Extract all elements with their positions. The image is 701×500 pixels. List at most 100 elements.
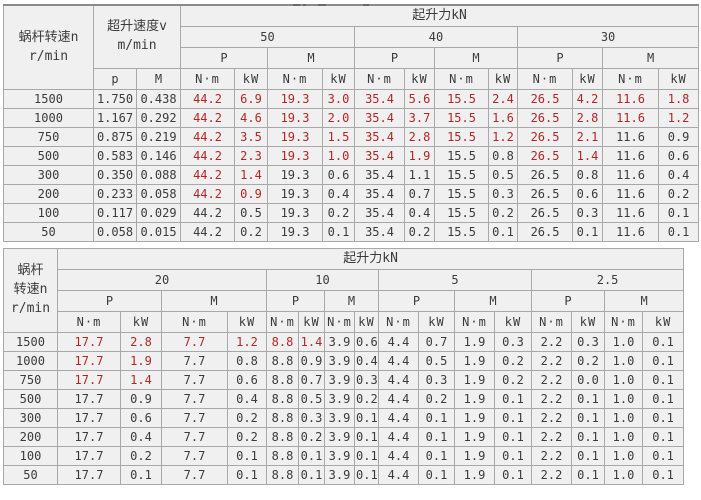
value-cell: 17.7 (57, 465, 121, 485)
value-cell: 15.5 (434, 203, 490, 223)
value-cell: 0.2 (227, 427, 267, 447)
pm-header: P (517, 47, 604, 69)
speed-value-cell: 0.015 (135, 222, 182, 242)
value-cell: 11.6 (602, 222, 660, 242)
value-cell: 35.4 (354, 127, 406, 147)
unit-header: N·m (180, 68, 236, 90)
load-header-30: 30 (517, 26, 700, 48)
value-cell: 2.1 (572, 127, 604, 147)
value-cell: 0.4 (227, 389, 267, 409)
value-cell: 0.4 (120, 427, 162, 447)
speed-value-cell: 1.167 (93, 108, 137, 128)
value-cell: 15.5 (434, 146, 490, 166)
value-cell: 8.8 (266, 389, 299, 409)
header-row: 蜗杆转速n r/min 超升速度v m/min 起升力kN (3, 4, 700, 90)
speed-value-cell: 0.350 (93, 165, 137, 185)
value-cell: 0.3 (494, 332, 532, 352)
value-cell: 4.4 (378, 465, 419, 485)
speed-value-cell: 0.058 (93, 222, 137, 242)
lifting-force-header: 起升力kN (56, 248, 685, 270)
value-cell: 1.9 (454, 332, 495, 352)
value-cell: 1.0 (604, 351, 643, 371)
value-cell: 11.6 (602, 127, 660, 147)
value-cell: 1.9 (454, 427, 495, 447)
value-cell: 19.3 (267, 127, 324, 147)
header-row: N·m kW N·m kW N·m kW N·m kW N·m kW N·m k… (4, 311, 685, 333)
value-cell: 1.4 (298, 332, 325, 352)
value-cell: 17.7 (57, 427, 121, 447)
value-cell: 0.2 (234, 222, 269, 242)
value-cell: 0.2 (227, 408, 267, 428)
unit-header: kW (488, 68, 519, 90)
value-cell: 11.6 (602, 146, 660, 166)
value-cell: 17.7 (57, 370, 121, 390)
value-cell: 0.2 (322, 203, 356, 223)
value-cell: 4.2 (572, 89, 604, 109)
table-row: 1500 1.750 0.438 44.2 6.9 19.3 3.0 35.4 5.6 15.5 2… (3, 89, 700, 109)
value-cell: 19.3 (267, 146, 324, 166)
unit-header: N·m (161, 311, 228, 333)
value-cell: 0.9 (298, 351, 325, 371)
value-cell: 26.5 (517, 203, 574, 223)
value-cell: 2.2 (531, 446, 572, 466)
unit-header: kW (658, 68, 700, 90)
row-speed-label: 1000 (3, 351, 58, 371)
unit-header: kW (234, 68, 269, 90)
value-cell: 19.3 (267, 203, 324, 223)
value-cell: 0.7 (404, 184, 436, 204)
value-cell: 26.5 (517, 146, 574, 166)
value-cell: 7.7 (161, 427, 228, 447)
value-cell: 1.4 (572, 146, 604, 166)
value-cell: 0.2 (494, 351, 532, 371)
row-speed-label: 300 (3, 165, 94, 185)
pm-header: M (603, 290, 685, 312)
value-cell: 8.8 (266, 332, 299, 352)
value-cell: 0.1 (641, 332, 685, 352)
value-cell: 0.3 (298, 408, 325, 428)
value-cell: 0.1 (571, 465, 605, 485)
row-speed-label: 100 (3, 446, 58, 466)
value-cell: 17.7 (57, 351, 121, 371)
table-row: 500 17.7 0.9 7.7 0.4 8.8 0.5 3.9 0.2 4.4 0.2 1.9 0.1… (3, 389, 685, 409)
unit-header: kW (571, 311, 605, 333)
value-cell: 0.4 (658, 165, 700, 185)
value-cell: 0.1 (571, 446, 605, 466)
value-cell: 8.8 (266, 370, 299, 390)
unit-header: N·m (454, 311, 495, 333)
row-speed-label: 200 (3, 184, 94, 204)
unit-header: kW (572, 68, 604, 90)
value-cell: 44.2 (180, 222, 236, 242)
value-cell: 1.0 (322, 146, 356, 166)
speed-value-cell: 0.088 (135, 165, 182, 185)
value-cell: 0.9 (234, 184, 269, 204)
value-cell: 2.2 (531, 408, 572, 428)
speed-sub-header: p (93, 68, 137, 90)
value-cell: 19.3 (267, 89, 324, 109)
value-cell: 1.0 (604, 446, 643, 466)
value-cell: 1.0 (604, 408, 643, 428)
pm-header: M (267, 47, 356, 69)
value-cell: 0.3 (488, 184, 519, 204)
value-cell: 8.8 (266, 351, 299, 371)
value-cell: 0.2 (658, 184, 700, 204)
value-cell: 0.6 (227, 370, 267, 390)
value-cell: 1.9 (404, 146, 436, 166)
header-row: P M P M P M P M (4, 290, 685, 312)
header-row: p M N·m kW N·m kW N·m kW N·m kW N·m kW N… (4, 68, 700, 90)
value-cell: 0.1 (641, 389, 685, 409)
value-cell: 0.3 (418, 370, 455, 390)
value-cell: 0.1 (494, 389, 532, 409)
value-cell: 3.9 (324, 370, 355, 390)
value-cell: 0.2 (354, 389, 379, 409)
value-cell: 15.5 (434, 165, 490, 185)
value-cell: 0.1 (641, 465, 685, 485)
table-row: 50 17.7 0.1 7.7 0.1 8.8 0.1 3.9 0.1 4.4 0.1 1.9 0.1 2… (3, 465, 685, 485)
load-header-5: 5 (378, 269, 532, 291)
value-cell: 0.2 (404, 222, 436, 242)
value-cell: 0.1 (641, 351, 685, 371)
value-cell: 0.1 (494, 408, 532, 428)
table-row: 50 0.058 0.015 44.2 0.2 19.3 0.1 35.4 0.2 15.5 0.1… (3, 222, 700, 242)
value-cell: 1.2 (658, 108, 700, 128)
speed-value-cell: 0.583 (93, 146, 137, 166)
